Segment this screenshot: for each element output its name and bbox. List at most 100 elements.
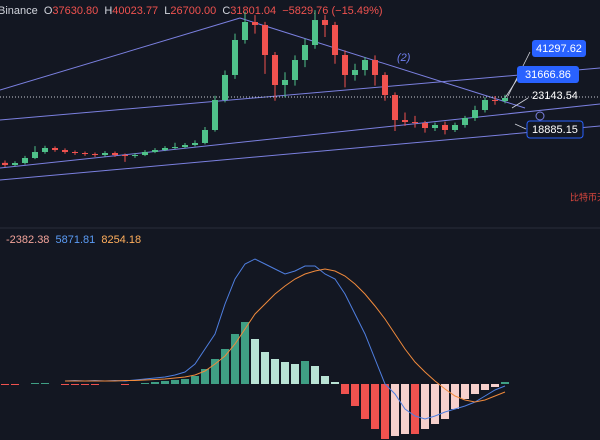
candle-body	[372, 60, 378, 75]
marks	[1, 10, 509, 439]
exchange: Binance	[0, 5, 38, 17]
histogram-bar	[171, 380, 179, 384]
histogram-bar	[361, 384, 369, 419]
histogram-bar	[381, 384, 389, 439]
candle-body	[262, 24, 268, 56]
histogram-bar	[311, 366, 319, 384]
ohlc-value: 31801.04	[230, 5, 276, 17]
ohlc-key: L	[164, 5, 170, 17]
ohlc-value: 40023.77	[112, 5, 158, 17]
trend-line	[239, 17, 526, 109]
histogram-bar	[241, 322, 249, 384]
trend-line	[0, 125, 600, 181]
candle-body	[502, 97, 508, 102]
candle-body	[432, 124, 438, 129]
ohlc-value: 26700.00	[170, 5, 216, 17]
candle-body	[162, 147, 168, 151]
candle-body	[182, 145, 188, 148]
candle-body	[112, 153, 118, 156]
wave-label: (2)	[397, 52, 411, 64]
candle-body	[452, 124, 458, 130]
candle-body	[462, 118, 468, 125]
histogram-bar	[421, 384, 429, 429]
histogram-bar	[441, 384, 449, 419]
histogram-bar	[231, 334, 239, 384]
histogram-bar	[11, 384, 19, 385]
candle-body	[492, 100, 498, 102]
histogram-bar	[301, 361, 309, 384]
price-label-box	[517, 66, 579, 83]
histogram-bar	[291, 364, 299, 384]
histogram-bar	[391, 384, 399, 436]
histogram-bar	[411, 384, 419, 434]
leader	[514, 123, 527, 130]
histogram-bar	[71, 384, 79, 385]
price-label: 31666.86	[525, 69, 571, 81]
histogram-bar	[491, 384, 499, 387]
candle-body	[282, 79, 288, 85]
anchor-point	[535, 111, 545, 121]
histogram-bar	[481, 384, 489, 390]
candle-body	[242, 21, 248, 40]
price-label-box	[532, 40, 586, 57]
candle-body	[52, 147, 58, 151]
histogram-bar	[61, 384, 69, 385]
candle-body	[332, 24, 338, 56]
candle-body	[442, 124, 448, 130]
candle-body	[32, 151, 38, 159]
histogram-bar	[151, 382, 159, 384]
candle-body	[422, 123, 428, 129]
candle-body	[132, 155, 138, 157]
ohlc-key: C	[222, 5, 230, 17]
candle-body	[92, 154, 98, 156]
histogram-bar	[1, 384, 9, 385]
candle-body	[272, 55, 278, 85]
signal-readout: 8254.18	[101, 234, 141, 246]
candle-body	[122, 155, 128, 157]
histogram-bar	[331, 382, 339, 384]
histogram-bar	[261, 352, 269, 384]
candle-body	[152, 150, 158, 152]
histogram-bar	[121, 384, 129, 385]
histogram-bar	[371, 384, 379, 429]
histogram-bar	[211, 359, 219, 384]
candle-body	[42, 147, 48, 152]
candle-body	[142, 151, 148, 156]
histogram-bar	[31, 383, 39, 384]
candle-body	[362, 60, 368, 71]
candle-body	[232, 39, 238, 75]
trend-line	[0, 17, 241, 91]
candle-body	[22, 158, 28, 164]
candle-body	[192, 142, 198, 146]
price-label: 18885.15	[532, 124, 578, 136]
histogram-bar	[41, 383, 49, 384]
histogram-bar	[181, 379, 189, 384]
candle-body	[382, 74, 388, 96]
histogram-bar	[161, 381, 169, 384]
ohlc-key: O	[44, 5, 53, 17]
candle-body	[172, 147, 178, 149]
price-label: 41297.62	[536, 43, 582, 55]
candle-body	[252, 21, 258, 25]
histogram-bar	[501, 382, 509, 384]
trend-line	[0, 67, 600, 121]
candle-body	[2, 162, 8, 166]
candle-body	[102, 153, 108, 156]
histogram-bar	[201, 369, 209, 384]
histogram-bar	[271, 359, 279, 384]
ohlc-value: 37630.80	[52, 5, 98, 17]
indicator-line	[64, 258, 506, 420]
price-label: 23143.54	[532, 90, 578, 102]
histogram-bar	[321, 376, 329, 384]
candle-body	[402, 120, 408, 123]
histogram-bar	[281, 362, 289, 384]
candle-body	[352, 70, 358, 75]
leader	[511, 97, 529, 109]
histogram-bar	[471, 384, 479, 394]
candle-body	[392, 95, 398, 121]
candle-body	[482, 100, 488, 111]
candle-body	[292, 60, 298, 80]
indicator-line	[65, 268, 506, 403]
